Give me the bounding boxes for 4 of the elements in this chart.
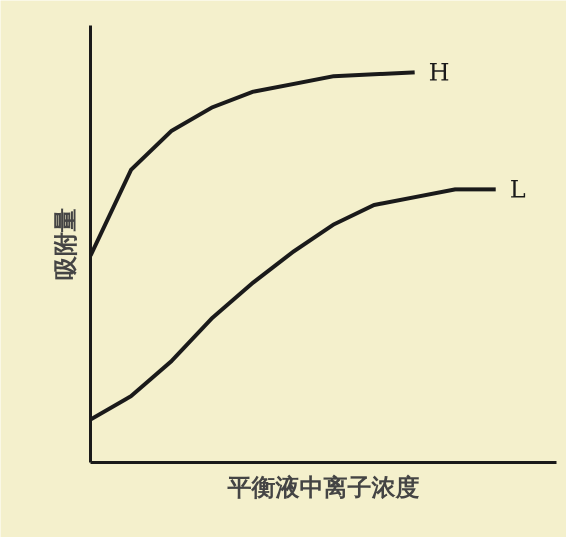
series-label: L (510, 175, 526, 204)
series-label: H (428, 58, 450, 86)
x-axis-title: 平衡液中离子浓度 (226, 474, 420, 502)
y-axis-title: 吸附量 (52, 208, 80, 280)
